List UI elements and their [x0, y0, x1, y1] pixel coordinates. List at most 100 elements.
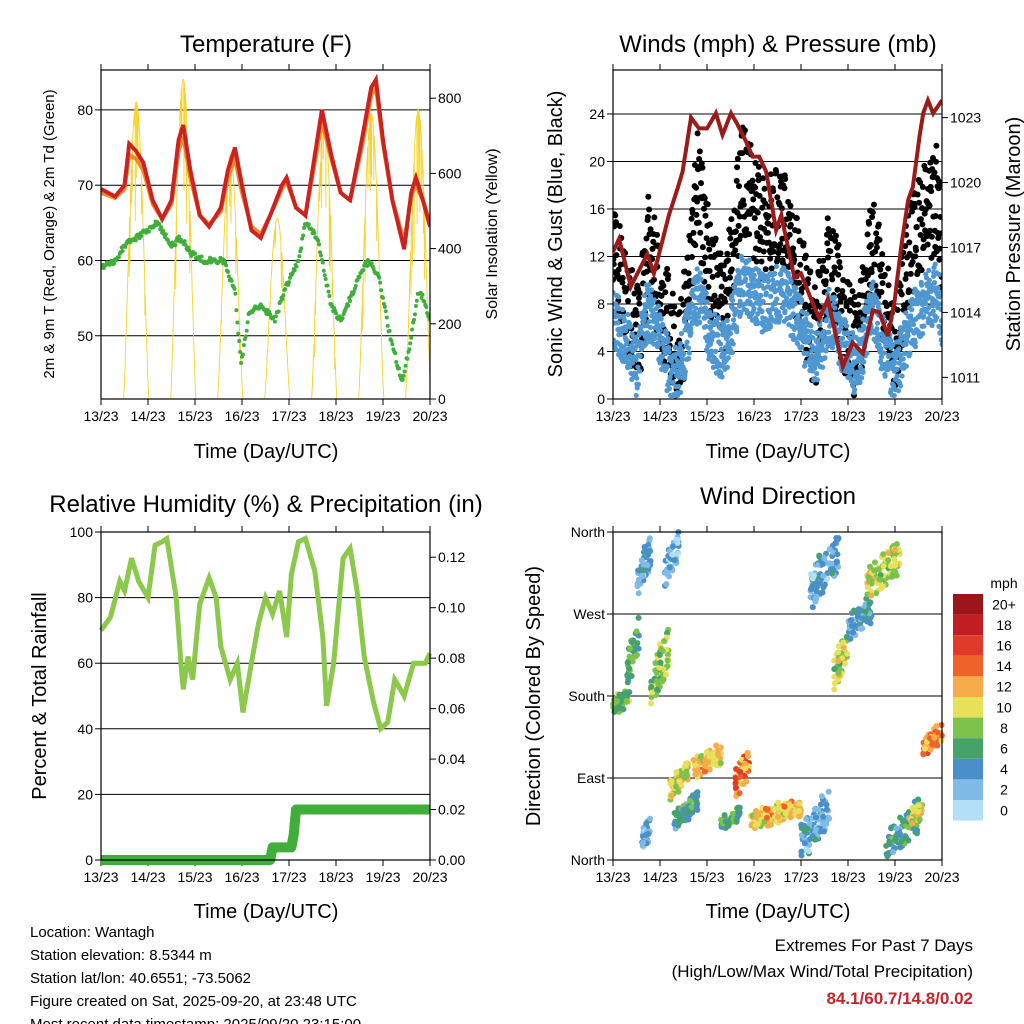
legend-swatch [953, 800, 983, 821]
wind-speed-point [724, 364, 731, 370]
wind-direction-point [835, 643, 842, 650]
gust-point [767, 255, 774, 262]
wind-direction-point [763, 814, 770, 821]
gust-point [619, 279, 626, 286]
dewpoint-point [318, 253, 323, 258]
y2-tick-label: 0.04 [438, 751, 465, 767]
wind-speed-point [881, 350, 888, 356]
wind-direction-point [813, 583, 820, 590]
humidity-ylabel: Percent & Total Rainfall [29, 592, 51, 800]
wind-direction-point [717, 755, 724, 762]
wind-direction-point [898, 838, 905, 845]
gust-point [647, 226, 654, 233]
gust-point [767, 171, 774, 178]
wind-speed-point [826, 286, 832, 292]
wind-direction-point [647, 815, 654, 822]
legend-swatch [953, 594, 983, 615]
wind-speed-point [746, 289, 752, 295]
gust-point [660, 282, 667, 289]
wind-direction-point [835, 676, 842, 683]
dewpoint-point [183, 242, 188, 247]
wind-speed-point [689, 319, 696, 325]
dewpoint-point [301, 233, 306, 238]
wind-speed-point [773, 263, 779, 269]
wind-direction-point [809, 604, 816, 611]
extremes-title: Extremes For Past 7 Days [775, 936, 973, 955]
wind-speed-point [682, 369, 688, 375]
wind-speed-point [633, 392, 639, 399]
gust-point [650, 276, 657, 283]
wind-speed-point [648, 287, 655, 293]
wind-direction-point [787, 814, 794, 821]
wind-direction-point [805, 847, 812, 854]
x-tick-label: 17/23 [783, 408, 818, 424]
gust-point [635, 295, 642, 302]
gust-point [700, 205, 707, 212]
plot-2: 0 20 40 60 80 100 0.00 0.02 0.04 0.06 0.08 0.10 0.12… [70, 524, 466, 885]
wind-direction-point [820, 821, 827, 828]
latest-timestamp-text: Most recent data timestamp: 2025/09/20 2… [30, 1016, 361, 1024]
wind-direction-point [915, 796, 922, 803]
wind-direction-point [640, 567, 647, 574]
wind-speed-point [724, 317, 730, 324]
wind-direction-point [656, 664, 663, 671]
temperature-title: Temperature (F) [180, 31, 352, 58]
wind-speed-point [783, 295, 790, 301]
wind-direction-point [703, 749, 710, 756]
gust-point [733, 177, 740, 184]
dewpoint-point [229, 278, 234, 283]
wind-direction-point [674, 539, 681, 546]
wind-direction-point [752, 807, 759, 814]
legend-label: 10 [996, 699, 1012, 715]
location-text: Location: Wantagh [30, 924, 155, 941]
gust-point [697, 229, 704, 236]
y2-tick-label: 600 [438, 165, 462, 181]
gust-point [693, 184, 700, 191]
legend-title: mph [990, 575, 1017, 591]
gust-point [935, 234, 942, 241]
y-tick-label: 70 [77, 177, 93, 193]
wind-speed-point [786, 273, 792, 279]
dewpoint-point [378, 280, 383, 285]
wind-speed-point [938, 306, 942, 313]
gust-point [906, 239, 913, 246]
wind-direction-point [938, 737, 945, 744]
wind-direction-point [890, 849, 897, 856]
wind-direction-point [859, 615, 866, 622]
x-tick-label: 18/23 [318, 408, 353, 424]
gust-point [762, 266, 769, 273]
wind-speed-point [912, 344, 919, 350]
wind-direction-point [642, 832, 649, 839]
wind-speed-point [931, 280, 938, 286]
gust-point [937, 230, 942, 237]
gust-point [892, 328, 898, 335]
y-tick-label: 24 [589, 106, 605, 122]
wind-speed-point [812, 365, 818, 371]
gust-point [688, 215, 695, 222]
wind-direction-point [880, 562, 887, 569]
wind-speed-point [659, 354, 665, 360]
wind-direction-point [687, 797, 694, 804]
wind-speed-point [938, 318, 942, 324]
wind-direction-point [862, 608, 869, 615]
dewpoint-point [241, 343, 246, 348]
wind-direction-point [729, 810, 736, 817]
wind-speed-point [839, 335, 846, 342]
wind-speed-point [912, 340, 918, 346]
wind-direction-point [629, 658, 636, 665]
y-tick-label: 12 [589, 248, 605, 264]
gust-point [734, 155, 741, 162]
dewpoint-point [390, 342, 395, 347]
wind-direction-point [702, 757, 709, 764]
wind-speed-point [930, 308, 936, 314]
wind-speed-point [660, 322, 666, 328]
wind-speed-point [823, 348, 829, 354]
gust-point [760, 175, 767, 182]
gust-point [864, 231, 871, 238]
gust-point [917, 231, 924, 238]
wind-direction-point [648, 694, 655, 701]
gust-point [722, 298, 729, 305]
wind-speed-point [926, 304, 932, 310]
wind-speed-point [804, 351, 811, 357]
wind-speed-point [713, 348, 719, 354]
